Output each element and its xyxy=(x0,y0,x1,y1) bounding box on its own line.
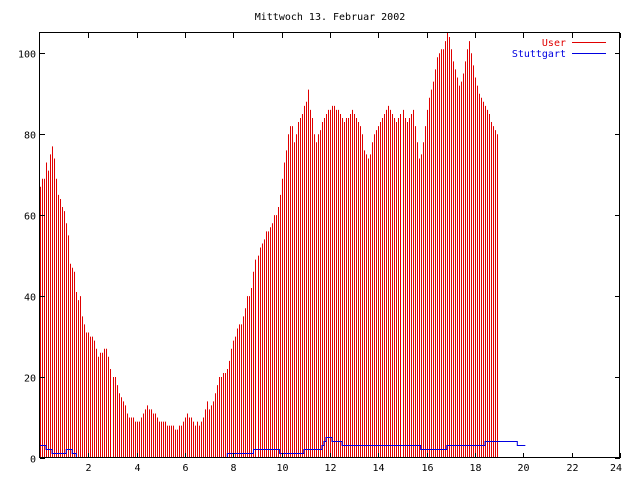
x-tick-label: 2 xyxy=(85,463,91,474)
x-tick-label: 20 xyxy=(517,463,529,474)
chart-title: Mittwoch 13. Februar 2002 xyxy=(255,12,406,23)
x-tick-label: 12 xyxy=(324,463,336,474)
y-axis-ticks: 0 20 40 60 80 100 xyxy=(18,50,620,466)
x-tick-label: 16 xyxy=(421,463,433,474)
legend-label-user: User xyxy=(542,38,566,49)
x-tick-label: 24 xyxy=(610,463,622,474)
x-tick-label: 8 xyxy=(230,463,236,474)
x-tick-label: 10 xyxy=(276,463,288,474)
plot-frame xyxy=(39,32,620,458)
y-tick-label: 80 xyxy=(24,131,36,142)
y-tick-label: 60 xyxy=(24,212,36,223)
x-tick-label: 4 xyxy=(134,463,140,474)
x-tick-label: 22 xyxy=(566,463,578,474)
x-tick-label: 6 xyxy=(182,463,188,474)
y-tick-label: 0 xyxy=(30,455,36,466)
y-tick-label: 100 xyxy=(18,50,36,61)
x-tick-label: 14 xyxy=(372,463,384,474)
legend-label-stuttgart: Stuttgart xyxy=(512,49,566,60)
x-tick-label: 18 xyxy=(469,463,481,474)
user-series-bars xyxy=(40,33,498,458)
x-axis-ticks: 2 4 6 8 10 12 14 16 18 20 22 24 xyxy=(85,33,622,474)
y-tick-label: 20 xyxy=(24,374,36,385)
legend: User Stuttgart xyxy=(512,38,606,60)
y-tick-label: 40 xyxy=(24,293,36,304)
